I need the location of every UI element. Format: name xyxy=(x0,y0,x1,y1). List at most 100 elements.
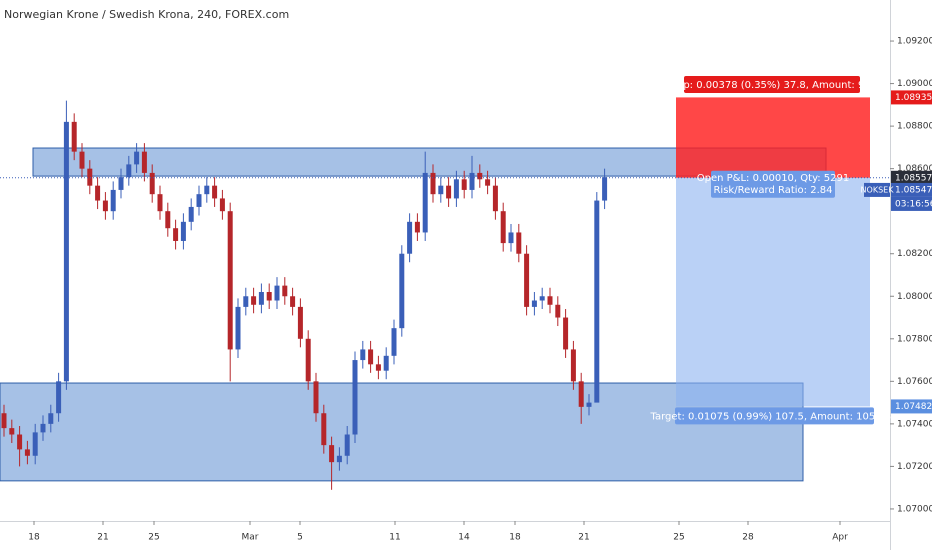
target-area xyxy=(676,177,870,407)
candle-body xyxy=(594,200,600,403)
candle-body xyxy=(524,253,530,307)
candle-body xyxy=(196,194,202,207)
candle-body xyxy=(188,206,194,222)
stop-price-marker-box xyxy=(891,90,932,105)
zone xyxy=(0,382,804,482)
candle-body xyxy=(438,185,444,195)
y-tick-label: 1.08800 xyxy=(897,122,932,132)
candle-body xyxy=(102,200,108,212)
candle-body xyxy=(48,413,54,424)
stop-label: Stop: 0.00378 (0.35%) 37.8, Amount: 980 xyxy=(667,80,877,91)
candle-body xyxy=(321,413,327,446)
candle-body xyxy=(391,328,397,356)
candle-body xyxy=(219,198,225,212)
candle-body xyxy=(368,349,374,365)
candle-body xyxy=(110,189,116,212)
candle-body xyxy=(266,292,272,301)
target-label: Target: 0.01075 (0.99%) 107.5, Amount: 1… xyxy=(650,411,898,422)
chart-title: Norwegian Krone / Swedish Krona, 240, FO… xyxy=(4,8,289,21)
entry-price-marker-box xyxy=(891,170,932,185)
x-tick-label: 25 xyxy=(673,533,684,543)
candle-body xyxy=(141,151,147,173)
entry-price-marker: 1.08557 xyxy=(895,173,932,183)
candle-body xyxy=(422,172,428,233)
candle-body xyxy=(586,402,592,407)
candle-body xyxy=(508,232,514,244)
y-tick-label: 1.09000 xyxy=(897,79,932,89)
x-tick-label: 11 xyxy=(389,533,400,543)
candle-body xyxy=(212,185,218,199)
y-tick-label: 1.07800 xyxy=(897,334,932,344)
symbol-label: NOKSEK xyxy=(861,185,895,194)
pnl-label: Open P&L: 0.00010, Qty: 5291 xyxy=(697,173,850,184)
y-tick-label: 1.09200 xyxy=(897,37,932,47)
candle-body xyxy=(297,306,303,339)
candle-body xyxy=(258,292,264,305)
x-tick-label: 21 xyxy=(578,533,589,543)
rr-label: Risk/Reward Ratio: 2.84 xyxy=(713,185,832,196)
target-price-marker: 1.07482 xyxy=(895,402,932,412)
candle-body xyxy=(282,285,288,297)
x-tick-label: 18 xyxy=(509,533,521,543)
candle-body xyxy=(461,179,467,190)
candle-body xyxy=(71,121,77,152)
x-tick-label: 21 xyxy=(97,533,108,543)
candle-body xyxy=(492,185,498,212)
candle-body xyxy=(329,445,335,463)
x-tick-label: 5 xyxy=(297,533,303,543)
y-tick-label: 1.07600 xyxy=(897,377,932,387)
candle-body xyxy=(555,304,561,318)
candle-body xyxy=(180,221,186,241)
candle-body xyxy=(32,432,38,456)
countdown-box xyxy=(891,196,932,211)
candle-body xyxy=(531,300,537,307)
candle-body xyxy=(469,172,475,190)
last-price-box xyxy=(891,182,932,197)
candle-body xyxy=(453,179,459,199)
candle-body xyxy=(485,179,491,186)
candle-body xyxy=(17,434,23,450)
candle-body xyxy=(24,449,30,456)
stop-label-box xyxy=(684,76,860,93)
x-tick-label: 25 xyxy=(148,533,159,543)
candle-body xyxy=(578,381,584,407)
symbol-box xyxy=(864,182,890,197)
candle-body xyxy=(1,413,7,429)
candle-body xyxy=(87,168,93,186)
candle-body xyxy=(360,349,366,361)
candle-body xyxy=(305,338,311,382)
candle-body xyxy=(547,296,553,305)
y-tick-label: 1.07000 xyxy=(897,504,932,514)
x-tick-label: 18 xyxy=(28,533,40,543)
candle-body xyxy=(407,221,413,254)
stop-price-marker: 1.08935 xyxy=(895,93,932,103)
countdown-label: 03:16:56 xyxy=(895,199,932,209)
x-tick-label: Apr xyxy=(832,533,848,543)
candle-body xyxy=(9,428,15,435)
candle-body xyxy=(290,296,296,307)
candle-body xyxy=(243,296,249,307)
candle-body xyxy=(516,232,522,254)
x-tick-label: 28 xyxy=(742,533,754,543)
candle-body xyxy=(235,306,241,350)
candle-body xyxy=(336,455,342,463)
candle-body xyxy=(227,211,233,350)
candle-body xyxy=(477,172,483,180)
candle-body xyxy=(313,381,319,414)
y-tick-label: 1.08000 xyxy=(897,292,932,302)
candle-body xyxy=(95,185,101,201)
candle-body xyxy=(352,360,358,435)
candle-body xyxy=(274,285,280,301)
y-tick-label: 1.08200 xyxy=(897,249,932,259)
candle-body xyxy=(251,296,257,305)
stop-area xyxy=(676,97,870,178)
candle-body xyxy=(570,349,576,382)
pnl-label-box xyxy=(711,170,835,198)
candle-body xyxy=(375,364,381,371)
candle-body xyxy=(399,253,405,329)
candle-body xyxy=(539,296,545,301)
candle-body xyxy=(157,194,163,212)
target-price-marker-box xyxy=(891,399,932,414)
candle-body xyxy=(414,221,420,233)
